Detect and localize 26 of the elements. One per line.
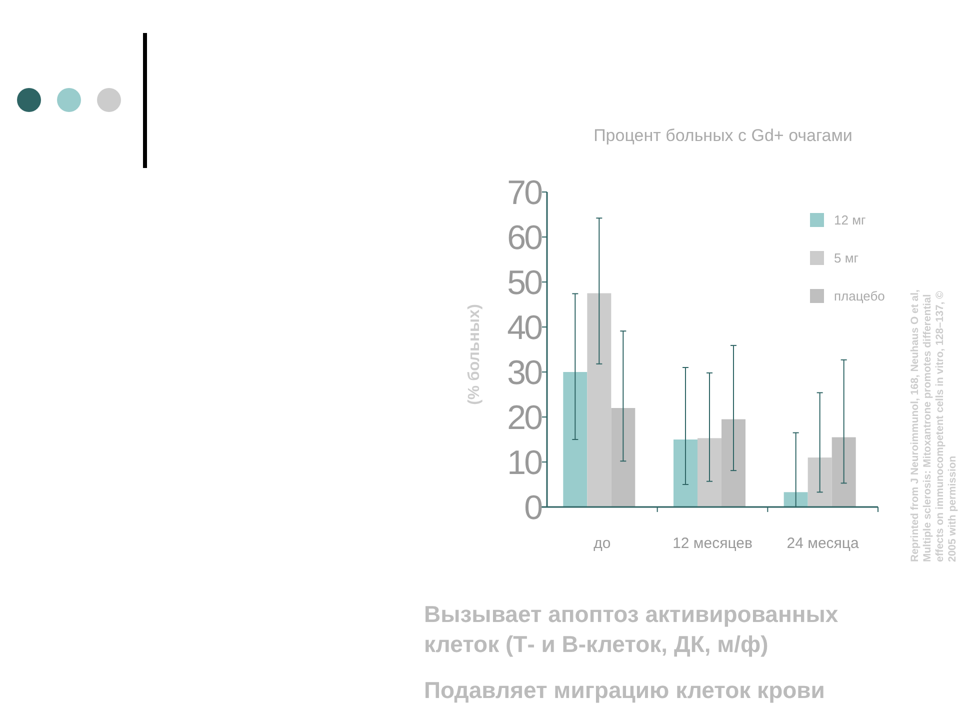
- x-tick-label: до: [594, 535, 611, 552]
- bar: [784, 492, 808, 507]
- legend-label: плацебо: [834, 288, 885, 304]
- legend-label: 12 мг: [834, 212, 866, 228]
- bar: [722, 419, 746, 507]
- legend-label: 5 мг: [834, 250, 859, 266]
- y-tick-label: 40: [507, 308, 542, 347]
- chart-title: Процент больных с Gd+ очагами: [594, 126, 852, 145]
- y-tick-label: 70: [507, 174, 542, 212]
- y-tick-label: 60: [507, 218, 542, 257]
- y-tick-label: 0: [524, 488, 542, 527]
- x-tick-label: 12 месяцев: [672, 535, 752, 552]
- text: Вызывает апоптоз активированных клеток (Т- и В-клеток, ДК, м/ф): [424, 601, 838, 657]
- y-tick-label: 20: [507, 398, 542, 437]
- bar: [563, 372, 588, 507]
- bar: [611, 408, 636, 507]
- text: Подавляет миграцию клеток крови: [424, 677, 825, 703]
- y-tick-label: 50: [507, 264, 542, 302]
- x-tick-label: 24 месяца: [786, 535, 860, 552]
- bar: [808, 458, 832, 507]
- y-tick-label: 30: [507, 354, 542, 392]
- bar: [674, 440, 698, 507]
- bar: [587, 293, 612, 507]
- bar: [698, 438, 722, 507]
- y-tick-label: 10: [507, 444, 542, 482]
- bar: [832, 437, 856, 507]
